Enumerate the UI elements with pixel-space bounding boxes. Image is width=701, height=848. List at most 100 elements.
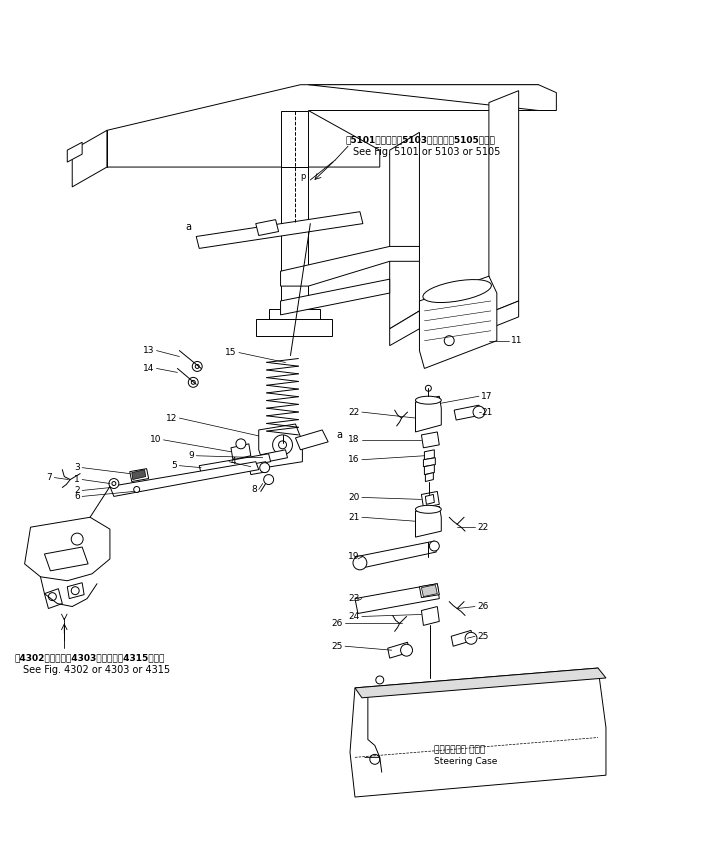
Text: 2: 2 xyxy=(74,486,80,495)
Text: 22: 22 xyxy=(477,522,488,532)
Text: 17: 17 xyxy=(481,392,493,401)
Text: 第4302図または第4303図または第4315図参照: 第4302図または第4303図または第4315図参照 xyxy=(15,654,165,662)
Circle shape xyxy=(465,633,477,644)
Polygon shape xyxy=(355,541,436,569)
Text: See Fig. 4302 or 4303 or 4315: See Fig. 4302 or 4303 or 4315 xyxy=(22,665,170,675)
Ellipse shape xyxy=(423,280,491,303)
Text: 25: 25 xyxy=(332,642,343,650)
Polygon shape xyxy=(268,309,320,321)
Circle shape xyxy=(264,475,273,484)
Polygon shape xyxy=(421,585,437,597)
Polygon shape xyxy=(110,461,259,496)
Circle shape xyxy=(473,406,485,418)
Circle shape xyxy=(72,587,79,594)
Polygon shape xyxy=(489,301,519,329)
Circle shape xyxy=(444,336,454,346)
Circle shape xyxy=(353,556,367,570)
Text: 24: 24 xyxy=(348,612,360,621)
Text: 6: 6 xyxy=(74,492,80,501)
Text: 3: 3 xyxy=(74,463,80,472)
Polygon shape xyxy=(421,492,440,507)
Circle shape xyxy=(48,593,56,600)
Circle shape xyxy=(370,755,380,764)
Ellipse shape xyxy=(416,396,441,404)
Circle shape xyxy=(191,381,196,384)
Text: 13: 13 xyxy=(143,346,154,355)
Circle shape xyxy=(189,377,198,388)
Text: p: p xyxy=(301,172,306,181)
Polygon shape xyxy=(308,85,557,110)
Text: 23: 23 xyxy=(348,594,360,603)
Polygon shape xyxy=(295,430,328,449)
Text: ステアリング ケース: ステアリング ケース xyxy=(435,745,486,754)
Circle shape xyxy=(278,441,287,449)
Text: 15: 15 xyxy=(226,348,237,357)
Polygon shape xyxy=(416,506,441,537)
Circle shape xyxy=(426,385,431,391)
Text: 5: 5 xyxy=(172,461,177,470)
Polygon shape xyxy=(355,668,606,698)
Polygon shape xyxy=(196,212,363,248)
Polygon shape xyxy=(451,630,473,646)
Polygon shape xyxy=(419,583,440,598)
Circle shape xyxy=(260,463,270,472)
Polygon shape xyxy=(280,247,419,286)
Text: Steering Case: Steering Case xyxy=(435,756,498,766)
Polygon shape xyxy=(259,424,302,467)
Text: 8: 8 xyxy=(251,485,257,494)
Text: 20: 20 xyxy=(348,493,360,502)
Text: 21: 21 xyxy=(348,513,360,522)
Polygon shape xyxy=(107,85,538,167)
Text: 25: 25 xyxy=(477,632,489,641)
Text: 12: 12 xyxy=(166,414,177,422)
Polygon shape xyxy=(261,449,287,463)
Polygon shape xyxy=(388,642,409,658)
Polygon shape xyxy=(280,279,390,315)
Polygon shape xyxy=(350,668,606,797)
Polygon shape xyxy=(44,589,62,609)
Polygon shape xyxy=(231,444,251,460)
Circle shape xyxy=(112,482,116,486)
Circle shape xyxy=(400,644,412,656)
Text: 10: 10 xyxy=(150,435,161,444)
Polygon shape xyxy=(249,461,268,475)
Polygon shape xyxy=(426,472,433,482)
Polygon shape xyxy=(355,583,440,613)
Polygon shape xyxy=(256,319,332,336)
Text: 1: 1 xyxy=(74,475,80,484)
Polygon shape xyxy=(416,396,441,432)
Ellipse shape xyxy=(416,505,441,513)
Circle shape xyxy=(109,478,119,488)
Circle shape xyxy=(134,487,139,493)
Polygon shape xyxy=(426,494,435,505)
Polygon shape xyxy=(199,454,271,473)
Circle shape xyxy=(273,435,292,455)
Circle shape xyxy=(430,541,440,551)
Text: 14: 14 xyxy=(143,364,154,373)
Text: a: a xyxy=(185,221,191,232)
Text: 4: 4 xyxy=(231,457,236,466)
Polygon shape xyxy=(25,517,110,581)
Text: 21: 21 xyxy=(481,408,492,416)
Circle shape xyxy=(196,365,199,368)
Polygon shape xyxy=(280,110,308,167)
Polygon shape xyxy=(419,276,497,368)
Polygon shape xyxy=(489,91,519,313)
Text: 22: 22 xyxy=(348,408,360,416)
Polygon shape xyxy=(67,142,82,162)
Text: 26: 26 xyxy=(332,619,343,628)
Text: 9: 9 xyxy=(189,451,194,460)
Polygon shape xyxy=(390,311,419,346)
Polygon shape xyxy=(67,583,84,599)
Polygon shape xyxy=(132,470,146,480)
Polygon shape xyxy=(421,432,440,448)
Text: 26: 26 xyxy=(477,602,489,611)
Polygon shape xyxy=(130,469,149,482)
Polygon shape xyxy=(72,131,107,187)
Text: 第5101図または第5103図または第5105図参照: 第5101図または第5103図または第5105図参照 xyxy=(345,136,495,145)
Circle shape xyxy=(72,533,83,545)
Circle shape xyxy=(192,361,202,371)
Polygon shape xyxy=(390,132,419,329)
Text: 11: 11 xyxy=(511,336,522,345)
Polygon shape xyxy=(423,458,435,466)
